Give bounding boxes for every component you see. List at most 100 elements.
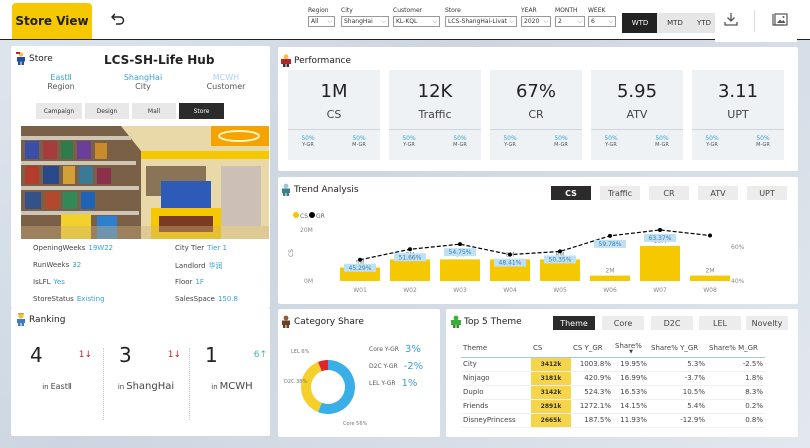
undo-arrow-icon[interactable] [110,10,128,28]
table-row[interactable]: DisneyPrincess 2665k 187.5% 11.93% -12.9% 0.8… [461,413,765,428]
m-gr-label: M-GR [352,142,366,148]
customer-label: Customer [393,7,423,14]
week-value: 6 [591,18,595,25]
top5-tab-core[interactable]: Core [602,316,644,330]
bar-data-label: 8M [556,251,565,258]
segment-campaign[interactable]: Campaign [36,103,82,119]
ytd-button[interactable]: YTD [693,13,715,33]
image-gallery-icon[interactable] [771,11,789,31]
region-filter[interactable]: Region All ⌵ [308,7,335,27]
year-select[interactable]: 2020 ⌵ [521,16,551,27]
chevron-down-icon: ⌵ [577,17,582,25]
table-cell: 1003.8% [571,357,613,372]
download-icon[interactable] [723,11,739,31]
table-cell: 8.3% [707,385,765,400]
donut-slice-core [318,360,355,414]
region-select[interactable]: All ⌵ [308,16,335,27]
segment-design[interactable]: Design [85,103,129,119]
kpi-value: 67% [515,81,556,102]
top5-tab-novelty[interactable]: Novelty [746,316,788,330]
m-gr-label: M-GR [655,142,669,148]
chevron-down-icon: ⌵ [381,17,386,25]
rank-scope: in ShangHai [103,381,189,392]
customer-select[interactable]: KL-KQL ⌵ [393,16,440,27]
column-header[interactable]: CS Y_GR [571,340,613,358]
minifigure-icon [281,315,291,328]
column-header-label: CS Y_GR [573,344,603,353]
top5-tab-theme[interactable]: Theme [553,316,595,330]
mtd-button[interactable]: MTD [657,13,693,33]
attr-label: City Tier [175,244,205,252]
in-label: in [117,383,125,391]
trend-tab-cs[interactable]: CS [551,186,591,200]
ranking-panel: Ranking 4 1↓ in EastⅡ 3 1↓ in ShangHai 1 6… [11,308,270,436]
attr-sales-space: SalesSpace 150.8 [175,295,238,303]
y-tick-label: 0M [304,278,313,285]
gr-point [608,233,612,238]
y-gr-label: Y-GR [403,142,415,148]
gr-label-bg [394,253,426,262]
gr-point [508,252,512,257]
wtd-button[interactable]: WTD [622,13,658,33]
kpi-card-traffic: 12K Traffic 50% Y-GR 50% M-GR [389,70,481,160]
month-label: MONTH [555,7,578,14]
store-filter[interactable]: Store LCS-ShangHai-Livat ⌵ [445,7,517,27]
column-header[interactable]: CS [531,340,571,358]
store-photo-illustration [21,126,269,239]
city-select[interactable]: ShangHai ⌵ [341,16,389,27]
y-gr-label: Y-GR [504,142,516,148]
trend-tab-upt[interactable]: UPT [747,186,787,200]
city-filter[interactable]: City ShangHai ⌵ [341,7,389,27]
table-cell: 1.8% [707,371,765,386]
segment-mall[interactable]: Mall [132,103,176,119]
lel-growth: LEL Y-GR 1% [369,378,417,389]
rank-divider [103,348,104,420]
table-row[interactable]: City 3412k 1003.8% 19.95% 5.3% -2.5% [461,357,765,372]
week-select[interactable]: 6 ⌵ [588,16,616,27]
gr-point [458,242,462,247]
column-header[interactable]: Share% M_GR [707,340,765,358]
ranking-label: Ranking [29,314,66,325]
gr-line [359,229,711,261]
cs-bar [640,245,680,281]
y-gr-value: 50% [301,135,315,142]
top5-tab-lel[interactable]: LEL [699,316,741,330]
attr-value: 华润 [208,262,223,270]
week-filter[interactable]: WEEK 6 ⌵ [588,7,616,27]
kpi-m-gr: 50% M-GR [546,135,576,148]
segment-store[interactable]: Store [179,103,224,119]
kpi-value: 3.11 [717,81,759,102]
x-tick-label: W01 [353,287,367,294]
store-section-title: Store [16,52,53,65]
table-row[interactable]: Ninjago 3181k 420.9% 16.99% -3.7% 1.8% [461,371,765,386]
rank-region: 4 1↓ in EastⅡ [14,343,100,428]
kpi-y-gr: 50% Y-GR [697,135,727,148]
kpi-name: ATV [626,108,648,121]
kpi-m-gr: 50% M-GR [445,135,475,148]
year-filter[interactable]: YEAR 2020 ⌵ [521,7,551,27]
customer-filter[interactable]: Customer KL-KQL ⌵ [393,7,440,27]
trend-tab-atv[interactable]: ATV [698,186,738,200]
table-cell: 10.5% [649,385,707,400]
table-row[interactable]: Duplo 3142k 524.3% 16.53% 10.5% 8.3% [461,385,765,400]
store-view-button[interactable]: Store View [12,3,92,39]
gr-data-label: 45.29% [349,265,372,272]
x-tick-label: W04 [503,287,517,294]
trend-tab-cr[interactable]: CR [649,186,689,200]
trend-tab-traffic[interactable]: Traffic [600,186,640,200]
column-header[interactable]: Theme [461,340,531,358]
cs-bar [440,259,480,281]
city-value: ShangHai [123,73,163,82]
trend-label: Trend Analysis [294,184,359,195]
column-header[interactable]: Share% Y_GR [649,340,707,358]
column-header[interactable]: Share% ▼ [613,340,649,358]
kpi-card-atv: 5.95 ATV 50% Y-GR 50% M-GR [591,70,683,160]
kpi-name: UPT [727,108,749,121]
top5-tab-d2c[interactable]: D2C [651,316,693,330]
table-row[interactable]: Friends 2891k 1272.1% 14.15% 5.4% 0.2% [461,399,765,414]
cs-bar [540,259,580,281]
month-filter[interactable]: MONTH 2 ⌵ [555,7,585,27]
store-select[interactable]: LCS-ShangHai-Livat ⌵ [445,16,517,27]
month-select[interactable]: 2 ⌵ [555,16,585,27]
x-tick-label: W08 [703,287,717,294]
